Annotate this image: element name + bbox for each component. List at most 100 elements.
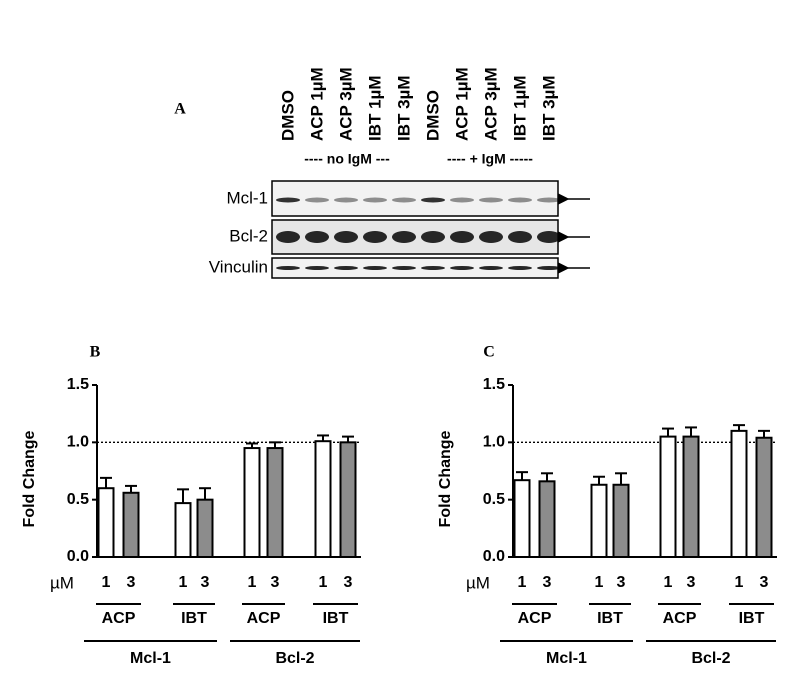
panel-label: B [90, 344, 101, 361]
condition-label: ---- no IgM --- [304, 151, 390, 167]
bar [659, 435, 677, 559]
group-label: ACP [102, 610, 136, 627]
group-label: IBT [739, 610, 765, 627]
supergroup-label: Mcl-1 [130, 650, 171, 667]
bar [196, 498, 214, 558]
band [392, 266, 416, 270]
x-tick-label: 1 [595, 574, 604, 591]
band [450, 231, 474, 243]
x-tick-label: 1 [664, 574, 673, 591]
band [508, 266, 532, 270]
band [305, 266, 329, 270]
y-tick-label: 1.5 [67, 376, 89, 393]
bar [339, 441, 357, 559]
lane-label: ACP 3µM [336, 67, 355, 141]
band [479, 197, 503, 203]
band [479, 266, 503, 270]
band [276, 266, 300, 270]
panel-label: A [174, 101, 186, 118]
y-tick-label: 0.0 [67, 548, 89, 565]
bar [314, 440, 332, 559]
x-tick-label: 1 [248, 574, 257, 591]
band [276, 197, 300, 203]
bar [590, 483, 608, 559]
group-label: ACP [663, 610, 697, 627]
group-label: ACP [247, 610, 281, 627]
group-label: IBT [597, 610, 623, 627]
y-axis-label: Fold Change [21, 430, 38, 527]
band [537, 231, 561, 243]
supergroup-label: Bcl-2 [691, 650, 730, 667]
group-label: ACP [518, 610, 552, 627]
x-tick-label: 3 [760, 574, 769, 591]
y-tick-label: 0.0 [483, 548, 505, 565]
band [479, 231, 503, 243]
band [363, 231, 387, 243]
bar [243, 447, 261, 559]
panel-label: C [483, 344, 495, 361]
bar [755, 436, 773, 559]
supergroup-label: Bcl-2 [275, 650, 314, 667]
row-label: Mcl-1 [226, 188, 268, 207]
x-tick-label: 3 [201, 574, 210, 591]
lane-label: IBT 1µM [365, 75, 384, 141]
band [305, 231, 329, 243]
row-label: Bcl-2 [229, 226, 268, 245]
bar [174, 502, 192, 558]
band [334, 197, 358, 203]
bar [682, 435, 700, 559]
band [421, 266, 445, 270]
blot-panel [271, 180, 559, 217]
x-tick-label: 3 [127, 574, 136, 591]
band [392, 197, 416, 203]
band [305, 197, 329, 203]
band [334, 266, 358, 270]
x-tick-label: 3 [543, 574, 552, 591]
x-tick-label: 1 [319, 574, 328, 591]
condition-label: ---- + IgM ----- [447, 151, 533, 167]
y-tick-label: 1.0 [483, 434, 505, 451]
x-tick-label: 1 [518, 574, 527, 591]
y-tick-label: 0.5 [67, 491, 89, 508]
x-tick-label: 3 [344, 574, 353, 591]
lane-label: IBT 3µM [394, 75, 413, 141]
row-label: Vinculin [209, 257, 268, 276]
band [508, 231, 532, 243]
x-tick-label: 3 [271, 574, 280, 591]
band [334, 231, 358, 243]
x-tick-label: 3 [617, 574, 626, 591]
band [537, 266, 561, 270]
bar [513, 479, 531, 559]
band [508, 197, 532, 203]
band [421, 231, 445, 243]
bar [97, 487, 115, 559]
y-axis-label: Fold Change [437, 430, 454, 527]
group-label: IBT [323, 610, 349, 627]
band [537, 197, 561, 203]
group-label: IBT [181, 610, 207, 627]
bar [730, 429, 748, 558]
lane-label: ACP 1µM [452, 67, 471, 141]
x-unit-label: µM [50, 573, 74, 592]
x-tick-label: 1 [179, 574, 188, 591]
bar [612, 483, 630, 559]
bar [266, 447, 284, 559]
supergroup-label: Mcl-1 [546, 650, 587, 667]
lane-label: IBT 3µM [539, 75, 558, 141]
y-tick-label: 1.0 [67, 434, 89, 451]
band [276, 231, 300, 243]
lane-label: DMSO [278, 90, 297, 141]
band [450, 197, 474, 203]
x-tick-label: 1 [102, 574, 111, 591]
bar [538, 480, 556, 559]
x-tick-label: 1 [735, 574, 744, 591]
lane-label: DMSO [423, 90, 442, 141]
x-tick-label: 3 [687, 574, 696, 591]
bar [122, 491, 140, 558]
lane-label: ACP 3µM [481, 67, 500, 141]
lane-label: ACP 1µM [307, 67, 326, 141]
y-tick-label: 1.5 [483, 376, 505, 393]
lane-label: IBT 1µM [510, 75, 529, 141]
